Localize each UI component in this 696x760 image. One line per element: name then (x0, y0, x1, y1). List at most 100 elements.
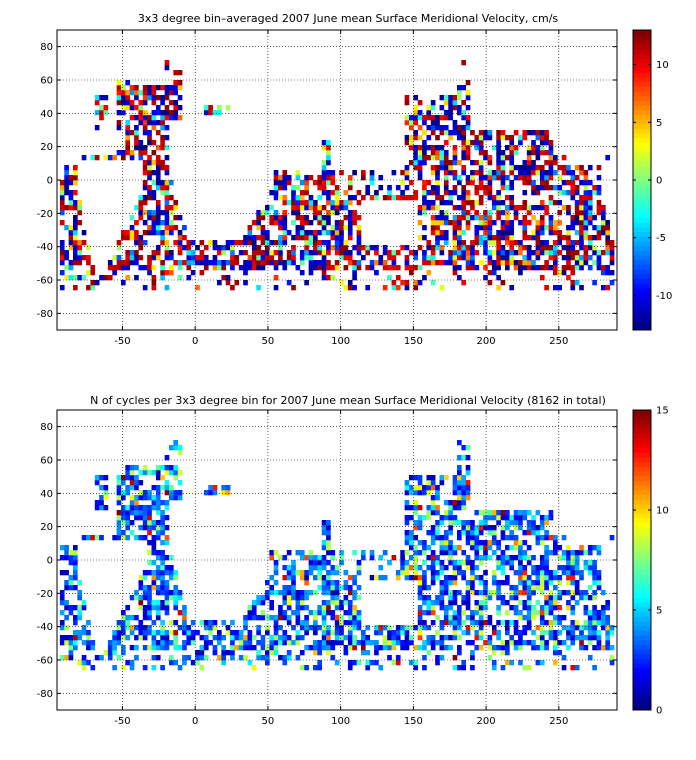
bin-cell (557, 285, 563, 291)
bin-cell (147, 230, 152, 236)
bin-cell (509, 515, 515, 521)
bin-cell (465, 175, 471, 181)
bin-cell (308, 610, 314, 616)
bin-cell (273, 650, 279, 656)
bin-cell (566, 590, 571, 596)
bin-cell (356, 225, 362, 231)
bin-cell (142, 200, 148, 206)
bin-cell (544, 185, 549, 191)
bin-cell (417, 100, 423, 106)
bin-cell (326, 155, 331, 161)
bin-cell (321, 580, 327, 586)
bin-cell (461, 140, 467, 146)
bin-cell (448, 110, 453, 116)
bin-cell (217, 640, 222, 646)
bin-cell (461, 195, 467, 201)
bin-cell (535, 245, 541, 251)
bin-cell (208, 485, 213, 491)
bin-cell (561, 590, 567, 596)
bin-cell (574, 635, 580, 641)
bin-cell (177, 445, 183, 451)
bin-cell (557, 615, 563, 621)
bin-cell (461, 100, 467, 106)
bin-cell (138, 490, 144, 496)
bin-cell (155, 470, 161, 476)
bin-cell (544, 150, 549, 156)
bin-cell (225, 625, 231, 631)
bin-cell (125, 615, 131, 621)
bin-cell (535, 570, 541, 576)
bin-cell (182, 645, 187, 651)
bin-cell (539, 575, 545, 581)
bin-cell (435, 505, 440, 511)
bin-cell (557, 650, 563, 656)
bin-cell (278, 615, 283, 621)
bin-cell (500, 165, 506, 171)
bin-cell (417, 265, 423, 271)
bin-cell (539, 200, 545, 206)
bin-cell (59, 655, 65, 661)
colorbar-segment (633, 564, 651, 570)
bin-cell (155, 530, 161, 536)
bin-cell (513, 525, 519, 531)
bin-cell (142, 120, 148, 126)
bin-cell (592, 250, 597, 256)
bin-cell (513, 640, 519, 646)
bin-cell (59, 625, 65, 631)
bin-cell (478, 630, 484, 636)
bin-cell (169, 220, 174, 226)
bin-cell (535, 525, 541, 531)
bin-cell (544, 225, 549, 231)
bin-cell (474, 210, 480, 216)
bin-cell (169, 100, 174, 106)
bin-cell (177, 245, 183, 251)
bin-cell (295, 595, 301, 601)
bin-cell (134, 485, 139, 491)
bin-cell (465, 215, 471, 221)
bin-cell (169, 270, 174, 276)
bin-cell (291, 195, 296, 201)
bin-cell (347, 585, 353, 591)
bin-cell (531, 180, 536, 186)
bin-cell (73, 630, 78, 636)
bin-cell (59, 600, 65, 606)
bin-cell (334, 265, 340, 271)
bin-cell (443, 590, 449, 596)
bin-cell (566, 235, 571, 241)
bin-cell (465, 190, 471, 196)
bin-cell (535, 535, 541, 541)
bin-cell (505, 515, 510, 521)
bin-cell (160, 500, 165, 506)
bin-cell (365, 265, 371, 271)
bin-cell (321, 215, 327, 221)
colorbar-tick-label: -5 (656, 233, 666, 244)
bin-cell (430, 560, 436, 566)
bin-cell (134, 90, 139, 96)
cycles-chart: -50 0 50 100 150 200 250-80-60-40-200204060801… (37, 406, 669, 728)
bin-cell (155, 230, 161, 236)
bin-cell (478, 600, 484, 606)
bin-cell (326, 140, 331, 146)
bin-cell (422, 550, 427, 556)
bin-cell (531, 260, 536, 266)
bin-cell (487, 180, 493, 186)
bin-cell (587, 265, 593, 271)
bin-cell (151, 275, 157, 281)
bin-cell (544, 535, 549, 541)
bin-cell (439, 245, 445, 251)
bin-cell (160, 190, 165, 196)
bin-cell (142, 665, 148, 671)
bin-cell (478, 135, 484, 141)
bin-cell (439, 560, 445, 566)
bin-cell (352, 270, 357, 276)
bin-cell (496, 170, 501, 176)
bin-cell (147, 560, 152, 566)
bin-cell (539, 630, 545, 636)
bin-cell (164, 65, 170, 71)
bin-cell (413, 150, 419, 156)
bin-cell (299, 195, 305, 201)
bin-cell (81, 640, 87, 646)
bin-cell (539, 205, 545, 211)
bin-cell (190, 635, 196, 641)
bin-cell (539, 610, 545, 616)
